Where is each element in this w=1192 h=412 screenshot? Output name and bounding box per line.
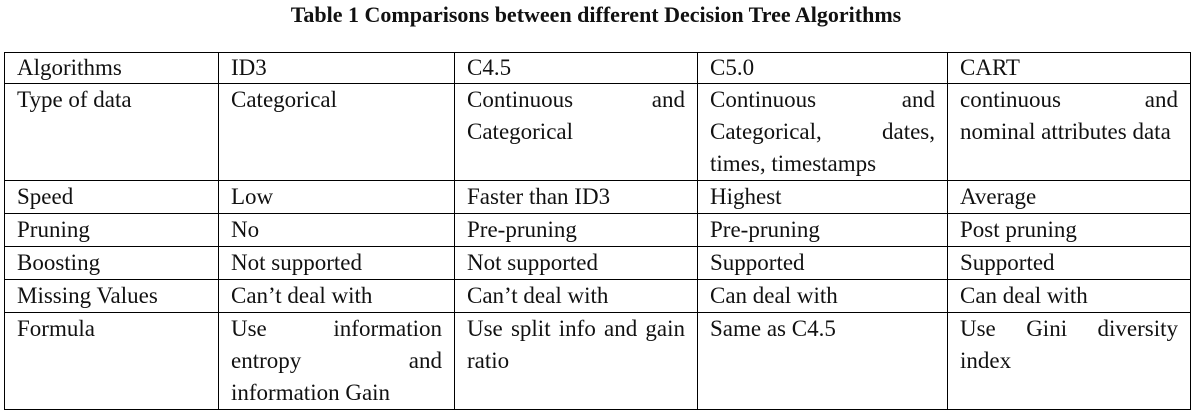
- table-cell: continuous and nominal attributes data: [947, 83, 1191, 181]
- header-cell-algorithms: Algorithms: [4, 52, 219, 84]
- table-cell: Can deal with: [697, 279, 948, 313]
- table-cell: Supported: [947, 246, 1191, 280]
- table-cell: Categorical: [218, 83, 455, 181]
- header-cell-id3: ID3: [218, 52, 455, 84]
- table-cell: Average: [947, 180, 1191, 214]
- row-label-boosting: Boosting: [4, 246, 219, 280]
- table-cell: Low: [218, 180, 455, 214]
- table-cell: Highest: [697, 180, 948, 214]
- table-row: Type of data Categorical Continuous and …: [4, 83, 1191, 181]
- table-cell: Use Gini diversity index: [947, 312, 1191, 410]
- table-row: Pruning No Pre-pruning Pre-pruning Post …: [4, 213, 1191, 247]
- table-cell: Pre-pruning: [697, 213, 948, 247]
- comparison-table: Algorithms ID3 C4.5 C5.0 CART Type of da…: [4, 52, 1191, 410]
- header-cell-cart: CART: [947, 52, 1191, 84]
- table-header-row: Algorithms ID3 C4.5 C5.0 CART: [4, 52, 1191, 84]
- row-label-pruning: Pruning: [4, 213, 219, 247]
- table-cell: Post pruning: [947, 213, 1191, 247]
- table-cell: Continuous and Categorical: [454, 83, 698, 181]
- table-cell: Not supported: [218, 246, 455, 280]
- table-cell: Not supported: [454, 246, 698, 280]
- header-cell-c50: C5.0: [697, 52, 948, 84]
- table-cell: No: [218, 213, 455, 247]
- table-caption: Table 1 Comparisons between different De…: [290, 2, 902, 27]
- table-row: Boosting Not supported Not supported Sup…: [4, 246, 1191, 280]
- table-cell: Same as C4.5: [697, 312, 948, 410]
- table-row: Missing Values Can’t deal with Can’t dea…: [4, 279, 1191, 313]
- row-label-missing-values: Missing Values: [4, 279, 219, 313]
- table-cell: Continuous and Categorical, dates, times…: [697, 83, 948, 181]
- row-label-speed: Speed: [4, 180, 219, 214]
- table-cell: Pre-pruning: [454, 213, 698, 247]
- table-cell: Use information entropy and information …: [218, 312, 455, 410]
- header-cell-c45: C4.5: [454, 52, 698, 84]
- table-row: Formula Use information entropy and info…: [4, 312, 1191, 410]
- table-cell: Faster than ID3: [454, 180, 698, 214]
- table-cell: Can’t deal with: [218, 279, 455, 313]
- table-cell: Use split info and gain ratio: [454, 312, 698, 410]
- table-cell: Can’t deal with: [454, 279, 698, 313]
- table-cell: Can deal with: [947, 279, 1191, 313]
- row-label-type-of-data: Type of data: [4, 83, 219, 181]
- row-label-formula: Formula: [4, 312, 219, 410]
- table-cell: Supported: [697, 246, 948, 280]
- table-row: Speed Low Faster than ID3 Highest Averag…: [4, 180, 1191, 214]
